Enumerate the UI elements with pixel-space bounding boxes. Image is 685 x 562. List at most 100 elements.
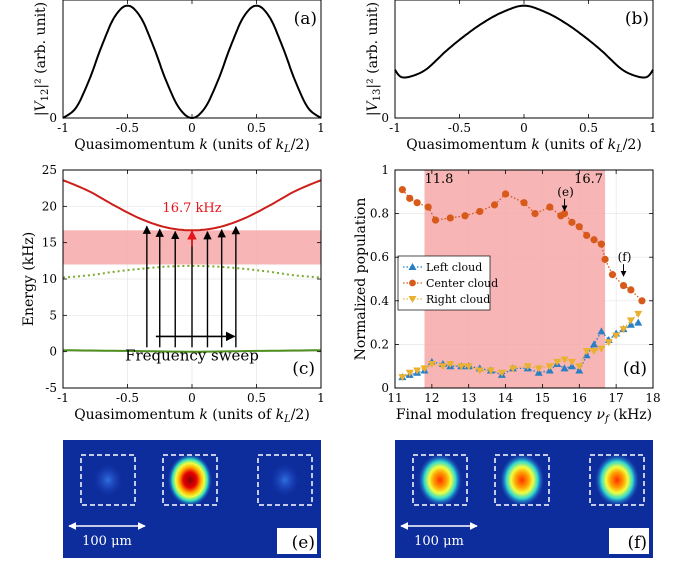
panel-label: (b)	[625, 9, 649, 29]
center-cloud-point	[608, 271, 617, 279]
right-cloud-point	[427, 361, 436, 369]
x-axis-label: Final modulation frequency νf (kHz)	[396, 407, 652, 425]
right-cloud-blob	[271, 464, 299, 496]
right-cloud-point	[457, 363, 466, 371]
center-cloud-point	[597, 240, 606, 248]
x-tick-label: -1	[57, 391, 69, 405]
right-cloud-point	[413, 367, 422, 375]
center-cloud-point	[601, 255, 609, 263]
axes-frame	[394, 0, 654, 119]
x-tick-label: 13	[461, 391, 476, 405]
center-cloud-point	[413, 199, 421, 207]
center-cloud-point	[590, 236, 598, 244]
panel-label-box	[609, 528, 649, 554]
axes-frame	[394, 169, 654, 389]
x-tick-label: 12	[424, 391, 439, 405]
center-cloud-box	[162, 454, 218, 506]
x-tick-label: 11	[387, 391, 402, 405]
legend-entry: Center cloud	[426, 277, 498, 290]
panel-label: (d)	[623, 359, 647, 379]
absorption-image-f: 100 μm (f)	[395, 440, 653, 558]
x-tick-label: -1	[389, 121, 401, 135]
x-axis-label: Quasimomentum k (units of kL/2)	[406, 137, 642, 155]
sweep-label: Frequency sweep	[125, 346, 259, 364]
y-tick-label: 10	[42, 272, 57, 286]
panel-label: (f)	[627, 533, 647, 553]
right-cloud-point	[508, 365, 517, 373]
y-tick-label: 0.8	[370, 207, 389, 221]
center-cloud-point	[406, 194, 414, 202]
x-tick-label: -1	[57, 121, 69, 135]
right-cloud-point	[619, 326, 628, 334]
left-cloud-point	[590, 340, 599, 348]
right-cloud-box	[589, 454, 645, 506]
right-cloud-blob	[595, 454, 639, 506]
y-tick-label: 0.4	[370, 294, 389, 308]
y-tick-label: 1	[381, 163, 389, 177]
center-cloud-point	[490, 201, 499, 209]
y-tick-label: 0	[381, 111, 389, 125]
panel-label: (c)	[292, 359, 315, 379]
y-tick-label: -5	[45, 381, 57, 395]
legend-entry: Right cloud	[426, 293, 490, 306]
axes-frame	[62, 169, 322, 389]
right-cloud-point	[567, 358, 576, 366]
absorption-image-e: 100 μm (e)	[63, 440, 321, 558]
x-tick-label: 1	[317, 121, 325, 135]
right-cloud-point	[545, 363, 554, 371]
resonance-label: 16.7 kHz	[162, 201, 221, 216]
point-annotation: (f)	[618, 250, 632, 264]
legend-marker	[409, 279, 416, 287]
panel-label-box	[277, 528, 317, 554]
y-tick-label: 0	[49, 345, 57, 359]
center-cloud-point	[520, 199, 528, 207]
right-cloud-point	[523, 363, 532, 371]
x-tick-label: 14	[498, 391, 514, 405]
right-cloud-point	[438, 363, 447, 371]
x-tick-label: -0.5	[448, 121, 471, 135]
legend-marker	[408, 296, 417, 303]
legend: Left cloud Center cloud Right cloud	[397, 255, 498, 311]
y-tick-label: 25	[42, 163, 57, 177]
series-line	[62, 4, 322, 120]
point-annotation: (e)	[557, 185, 573, 199]
legend-entry: Left cloud	[426, 261, 482, 274]
right-cloud-line	[402, 313, 639, 378]
panel-label: (e)	[292, 533, 315, 553]
right-cloud-point	[553, 358, 562, 366]
right-cloud-point	[612, 332, 621, 340]
right-cloud-point	[582, 347, 591, 355]
axes-frame	[62, 0, 322, 119]
panel-b: -1 -0.5 0 0.5 1 0 Quasimomentum k (units of kL…	[365, 0, 657, 155]
left-cloud-line	[402, 321, 639, 378]
left-cloud-point	[597, 327, 606, 335]
x-tick-label: -0.5	[116, 121, 139, 135]
right-cloud-point	[634, 310, 643, 318]
x-tick-label: 0.5	[579, 121, 598, 135]
lower-band-line	[62, 349, 322, 353]
y-axis-label: |V12|² (arb. unit)	[33, 2, 51, 116]
center-cloud-point	[398, 186, 406, 194]
panel-d: 11.8 16.7(e) (f) Left cloud Center cloud Righ…	[353, 163, 661, 425]
x-tick-label: 17	[609, 391, 624, 405]
right-cloud-point	[597, 345, 606, 353]
center-cloud-box	[494, 454, 550, 506]
panel-label: (a)	[294, 9, 317, 29]
left-cloud-blob	[418, 454, 462, 506]
panel-c: 16.7 kHz Frequency sweep -1 -0.5 0 0.5 1 -5 0 5 10…	[21, 163, 325, 425]
right-cloud-point	[626, 317, 635, 325]
x-tick-label: -0.5	[116, 391, 139, 405]
middle-band-line	[62, 264, 322, 279]
x-tick-label: 0	[188, 121, 196, 135]
center-cloud-point	[638, 297, 646, 305]
x-tick-label: 16	[572, 391, 587, 405]
right-cloud-point	[497, 369, 506, 377]
center-cloud-point	[461, 212, 469, 220]
y-tick-label: 0	[49, 111, 57, 125]
right-cloud-point	[486, 367, 495, 375]
highlight-end-label: 16.7	[574, 172, 603, 187]
y-tick-label: 5	[49, 308, 57, 322]
y-axis-label: Energy (kHz)	[21, 232, 37, 327]
right-cloud-point	[560, 356, 569, 364]
